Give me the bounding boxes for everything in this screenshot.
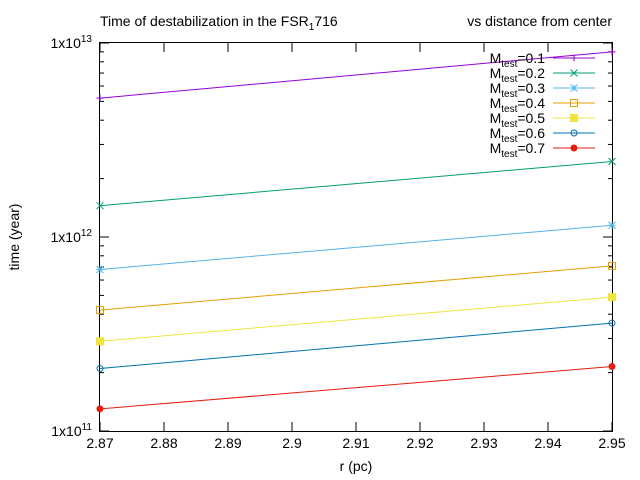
open-square-marker — [96, 306, 104, 315]
series-7 — [96, 363, 616, 413]
open-circle-marker — [96, 364, 104, 372]
filled-square-marker — [570, 114, 578, 122]
series-line — [99, 265, 613, 311]
legend: Mtest=0.1Mtest=0.2Mtest=0.3Mtest=0.4Mtes… — [490, 50, 595, 160]
y-axis-label: time (year) — [6, 204, 22, 271]
legend-label: Mtest=0.3 — [490, 80, 546, 100]
legend-label: Mtest=0.5 — [490, 110, 546, 130]
plot-border — [99, 42, 613, 432]
y-tick-label: 1x1012 — [51, 228, 93, 245]
series-line — [99, 51, 613, 99]
star-marker — [96, 265, 104, 274]
series-3 — [96, 221, 616, 274]
chart-title-suffix: 716 — [314, 13, 338, 29]
legend-label: Mtest=0.7 — [490, 140, 546, 160]
series-line — [99, 224, 613, 270]
open-square-marker — [608, 261, 616, 270]
open-circle-marker — [570, 129, 578, 137]
plus-marker — [96, 94, 104, 102]
y-tick-label: 1x1011 — [51, 422, 92, 439]
x-tick-label: 2.93 — [470, 435, 497, 451]
filled-circle-marker — [96, 405, 104, 413]
chart-title-prefix: Time of destabilization in the FSR — [100, 13, 309, 29]
x-tick-label: 2.9 — [282, 435, 302, 451]
x-tick-label: 2.95 — [598, 435, 625, 451]
legend-label: Mtest=0.6 — [490, 125, 546, 145]
x-tick-label: 2.91 — [342, 435, 369, 451]
open-circle-marker — [608, 319, 616, 327]
open-square-marker — [570, 99, 578, 107]
cross-marker — [570, 69, 578, 77]
series-5 — [96, 293, 616, 346]
filled-square-marker — [608, 293, 616, 302]
chart-title-right: vs distance from center — [467, 13, 612, 29]
filled-circle-marker — [608, 363, 616, 371]
y-tick-label: 1x1013 — [51, 34, 93, 51]
x-tick-label: 2.94 — [534, 435, 561, 451]
series-layer — [96, 48, 616, 413]
x-tick-label: 2.89 — [214, 435, 241, 451]
series-line — [99, 296, 613, 342]
x-tick-label: 2.92 — [406, 435, 433, 451]
cross-marker — [96, 201, 104, 210]
legend-label: Mtest=0.4 — [490, 95, 546, 115]
y-ticks: 1x1011 1x1012 1x1013 — [51, 34, 612, 439]
x-tick-label: 2.88 — [150, 435, 177, 451]
series-line — [99, 366, 613, 410]
filled-square-marker — [96, 337, 104, 346]
series-1 — [96, 48, 616, 102]
x-ticks: 2.87 2.88 2.89 2.9 2.91 2.92 2.93 2.94 2.95 — [86, 43, 626, 451]
x-tick-label: 2.87 — [86, 435, 113, 451]
chart-title-subscript: 1 — [309, 22, 315, 33]
plus-marker — [608, 48, 616, 56]
series-4 — [96, 261, 616, 315]
legend-label: Mtest=0.1 — [490, 50, 546, 70]
cross-marker — [608, 157, 616, 166]
star-marker — [608, 221, 616, 230]
star-marker — [570, 84, 578, 92]
filled-circle-marker — [570, 144, 578, 152]
legend-label: Mtest=0.2 — [490, 65, 546, 85]
chart-title: Time of destabilization in the FSR1716 — [100, 13, 338, 33]
series-line — [99, 322, 613, 369]
plus-marker — [570, 54, 578, 62]
x-axis-label: r (pc) — [340, 458, 373, 474]
series-6 — [96, 319, 616, 372]
series-2 — [96, 157, 616, 210]
series-line — [99, 161, 613, 207]
